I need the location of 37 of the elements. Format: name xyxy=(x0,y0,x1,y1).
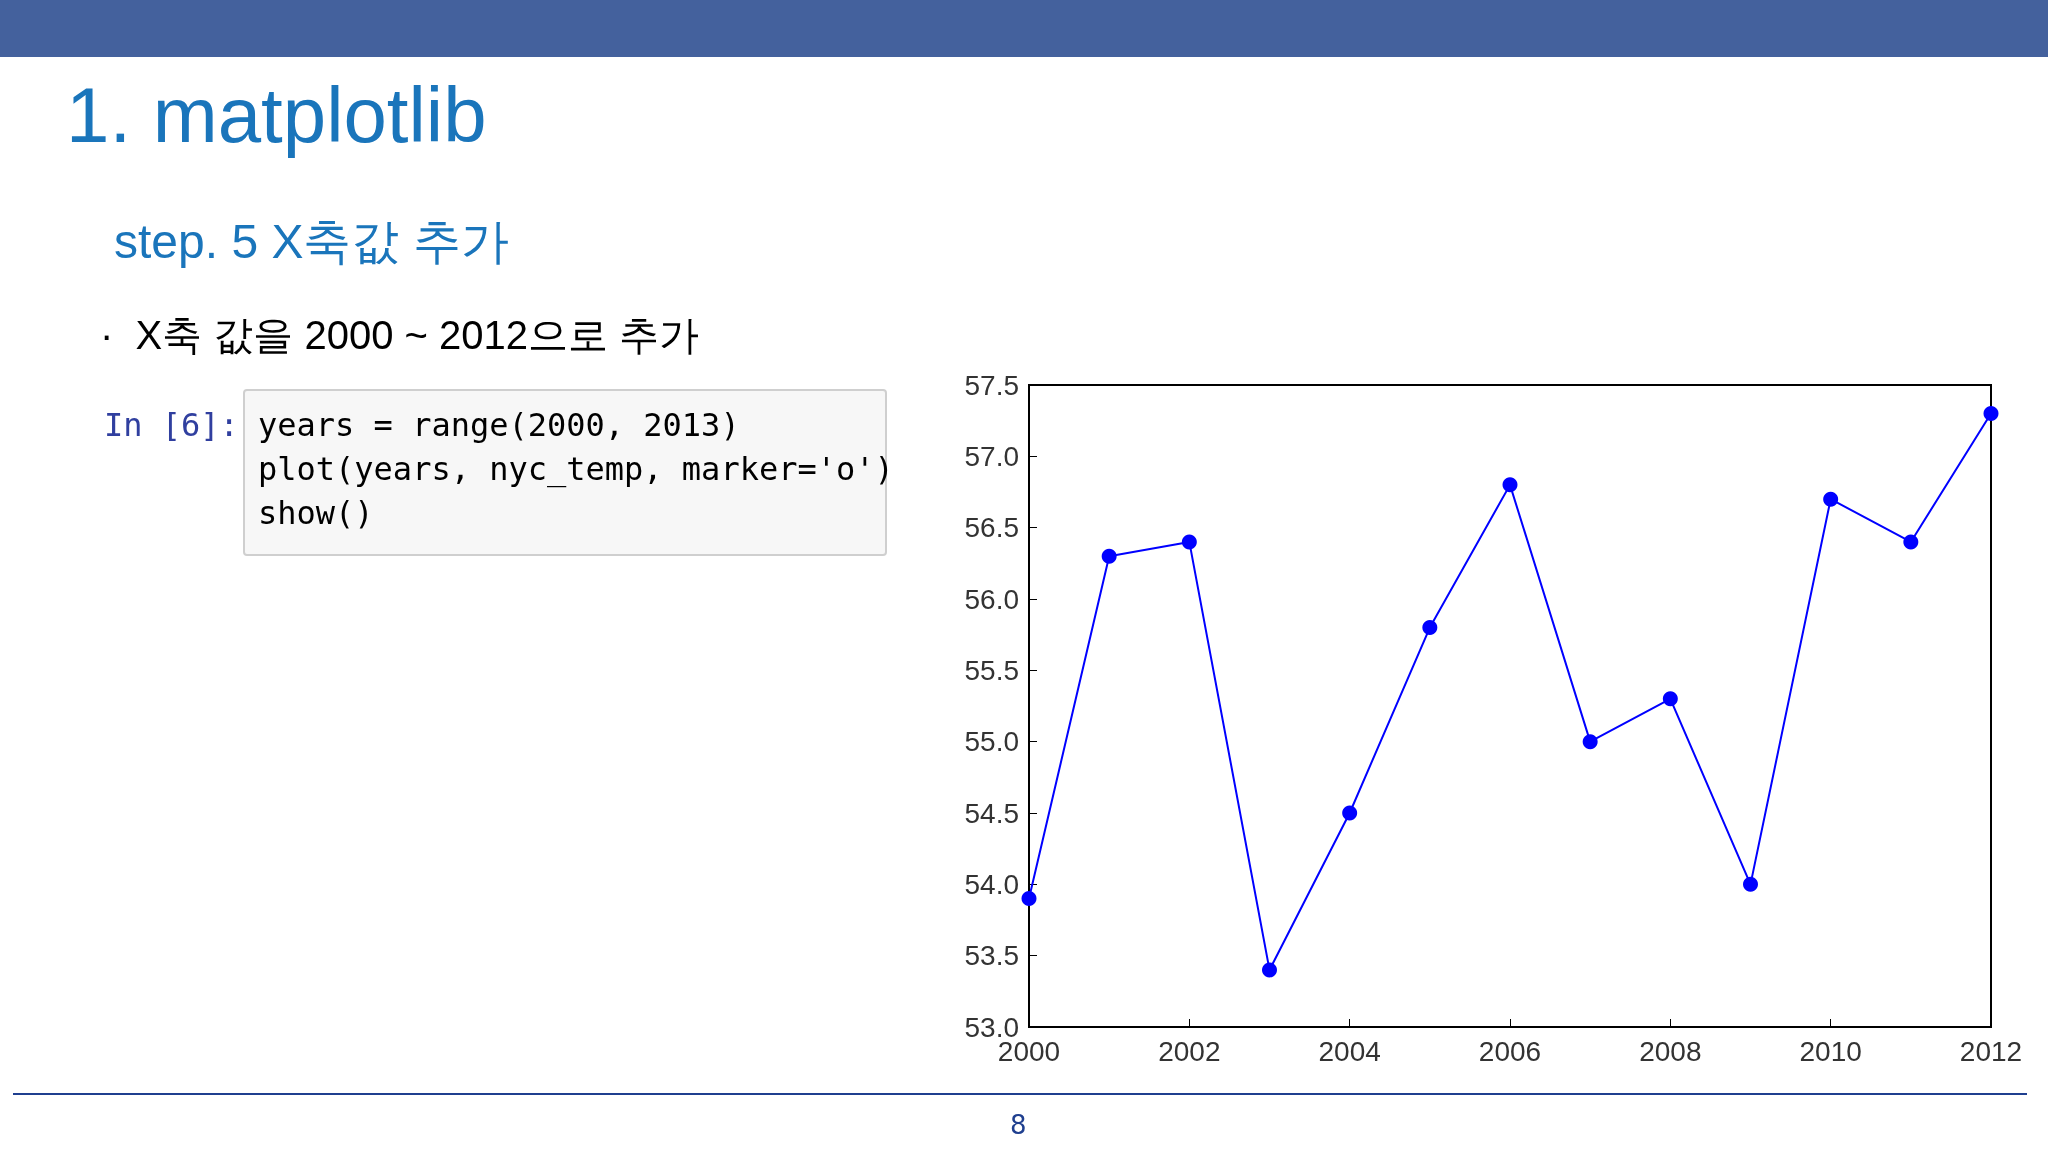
x-tick-label: 2010 xyxy=(1799,1035,1862,1067)
text: plot(years, nyc_temp, marker='o') xyxy=(258,450,894,488)
y-tick-label: 57.0 xyxy=(964,440,1019,472)
point xyxy=(1582,734,1598,750)
y-tick-label: 53.5 xyxy=(964,940,1019,972)
y-tick-label: 56.0 xyxy=(964,583,1019,615)
y-tick-label: 54.5 xyxy=(964,797,1019,829)
text: 8 xyxy=(1010,1110,1027,1140)
point xyxy=(1823,491,1839,507)
point xyxy=(1422,620,1438,636)
y-tick-label: 54.0 xyxy=(964,868,1019,900)
text: show() xyxy=(258,494,374,532)
x-tick-label: 2002 xyxy=(1158,1035,1221,1067)
x-tick-label: 2004 xyxy=(1318,1035,1381,1067)
y-tick-label: 53.0 xyxy=(964,1011,1019,1043)
y-tick-label: 56.5 xyxy=(964,512,1019,544)
y-tick-label: 55.5 xyxy=(964,654,1019,686)
point xyxy=(1262,962,1277,978)
point xyxy=(1181,534,1197,550)
point xyxy=(1101,548,1117,564)
x-tick-label: 2012 xyxy=(1959,1035,2023,1067)
point xyxy=(1662,691,1678,707)
point xyxy=(1021,891,1037,907)
point xyxy=(1983,406,1999,422)
text: years = range(2000, 2013) xyxy=(258,406,740,444)
point xyxy=(1342,805,1358,821)
text: step. 5 X축값 추가 xyxy=(114,214,509,270)
text: 1. matplotlib xyxy=(66,70,487,161)
text: · X축 값을 2000 ~ 2012으로 추가 xyxy=(100,312,700,359)
point xyxy=(1502,477,1518,493)
point xyxy=(1743,876,1758,892)
y-tick-label: 57.5 xyxy=(964,369,1019,401)
y-tick-label: 55.0 xyxy=(964,726,1019,758)
text: In [6]: xyxy=(104,406,239,444)
x-tick-label: 2008 xyxy=(1639,1035,1702,1067)
point xyxy=(1903,534,1919,550)
x-tick-label: 2006 xyxy=(1478,1035,1542,1067)
